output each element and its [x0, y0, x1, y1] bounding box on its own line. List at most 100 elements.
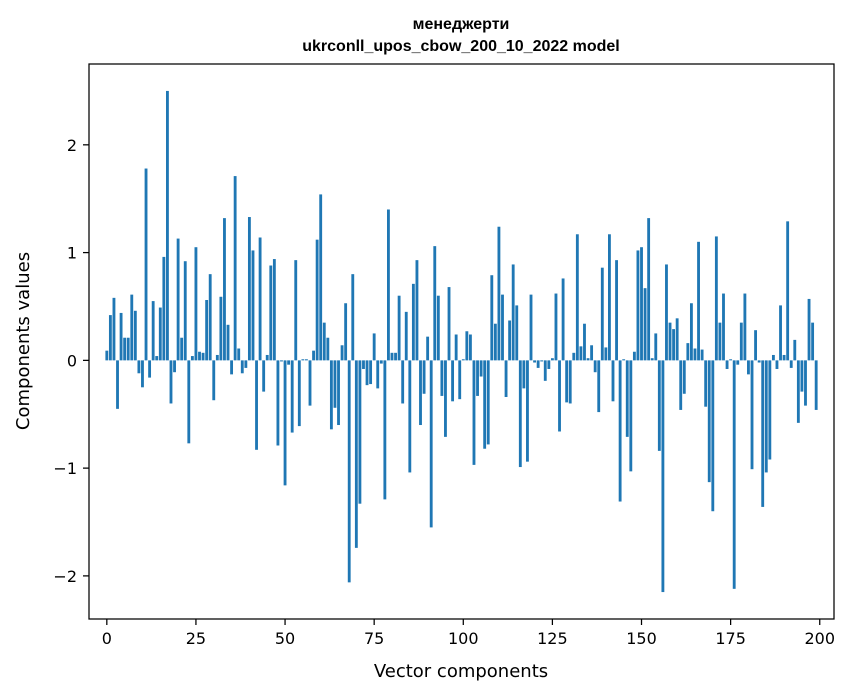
- y-tick-label: 0: [67, 351, 77, 370]
- bar: [722, 293, 725, 361]
- bar: [451, 360, 455, 402]
- bar: [675, 318, 679, 361]
- bar: [714, 236, 718, 361]
- bar: [312, 350, 315, 361]
- bar: [754, 330, 757, 361]
- x-tick-label: 150: [626, 629, 657, 648]
- x-axis-label: Vector components: [374, 661, 548, 682]
- bar: [108, 315, 112, 361]
- bar: [668, 322, 672, 361]
- y-tick-label: 2: [67, 136, 77, 155]
- bar: [747, 360, 750, 375]
- bar: [319, 194, 323, 361]
- bar: [329, 360, 333, 430]
- bar: [269, 265, 273, 361]
- bar: [533, 360, 536, 363]
- bar: [782, 354, 786, 361]
- bar: [148, 360, 152, 378]
- bar: [133, 310, 137, 361]
- bar: [390, 352, 394, 361]
- bar: [237, 348, 241, 361]
- bar: [479, 360, 483, 377]
- bar: [575, 234, 579, 361]
- chart-title-line-2: ukrconll_upos_cbow_200_10_2022 model: [302, 38, 619, 55]
- bar: [554, 293, 558, 361]
- bar: [743, 293, 747, 361]
- bar: [158, 307, 162, 361]
- bar: [454, 334, 458, 361]
- bar: [444, 360, 447, 437]
- bar: [447, 287, 451, 361]
- bar: [700, 349, 704, 361]
- bar: [247, 217, 251, 361]
- bar: [105, 350, 109, 361]
- bar: [650, 358, 654, 361]
- bar: [579, 346, 583, 361]
- bar: [183, 261, 187, 361]
- bar: [369, 360, 373, 385]
- x-tick-label: 175: [715, 629, 746, 648]
- bar: [483, 360, 487, 449]
- bar: [404, 311, 408, 361]
- bar: [711, 360, 715, 512]
- bar: [351, 274, 355, 361]
- bar: [358, 360, 362, 504]
- bar: [732, 360, 736, 589]
- bar: [144, 168, 148, 361]
- bar: [280, 360, 283, 362]
- x-tick-label: 200: [804, 629, 835, 648]
- bar: [230, 360, 234, 375]
- bar: [561, 278, 565, 361]
- bar: [440, 360, 444, 396]
- bar: [419, 360, 422, 426]
- bar: [155, 356, 159, 361]
- bar: [337, 360, 340, 426]
- bar: [194, 247, 198, 361]
- bar: [779, 305, 782, 361]
- bar: [119, 312, 123, 361]
- bar: [162, 256, 166, 361]
- bar: [458, 360, 462, 400]
- bar: [429, 360, 433, 528]
- bar: [565, 360, 569, 403]
- bar: [629, 360, 633, 472]
- bar: [190, 356, 194, 361]
- bar: [493, 323, 497, 361]
- bar: [804, 360, 807, 406]
- bar: [515, 305, 519, 361]
- bar: [240, 360, 244, 374]
- bar: [686, 343, 690, 361]
- bar: [679, 360, 683, 410]
- bar: [219, 296, 223, 361]
- bar: [725, 360, 729, 369]
- bar: [550, 358, 554, 361]
- bar: [301, 359, 305, 361]
- bar: [372, 333, 376, 361]
- bar: [387, 209, 390, 361]
- bar: [529, 294, 533, 361]
- bar: [408, 360, 412, 473]
- bar: [169, 360, 173, 404]
- bar: [718, 322, 722, 361]
- bar: [511, 264, 515, 361]
- bar: [305, 359, 308, 361]
- bar: [625, 360, 629, 437]
- bar: [707, 360, 711, 483]
- bar: [750, 360, 754, 470]
- bar: [283, 360, 287, 486]
- bar: [223, 218, 226, 361]
- bar: [586, 358, 590, 361]
- bar: [590, 345, 594, 361]
- bar: [814, 360, 818, 410]
- bar: [365, 360, 369, 386]
- bar: [215, 354, 219, 361]
- bar: [383, 360, 387, 500]
- bar: [354, 360, 358, 548]
- bar: [611, 360, 615, 402]
- bar: [764, 360, 768, 473]
- bar: [394, 352, 397, 361]
- bar: [433, 246, 437, 361]
- x-axis-ticks: 0 25 50 75 100 125 150 175 200: [102, 619, 835, 648]
- bar: [344, 303, 348, 361]
- bar: [315, 239, 319, 361]
